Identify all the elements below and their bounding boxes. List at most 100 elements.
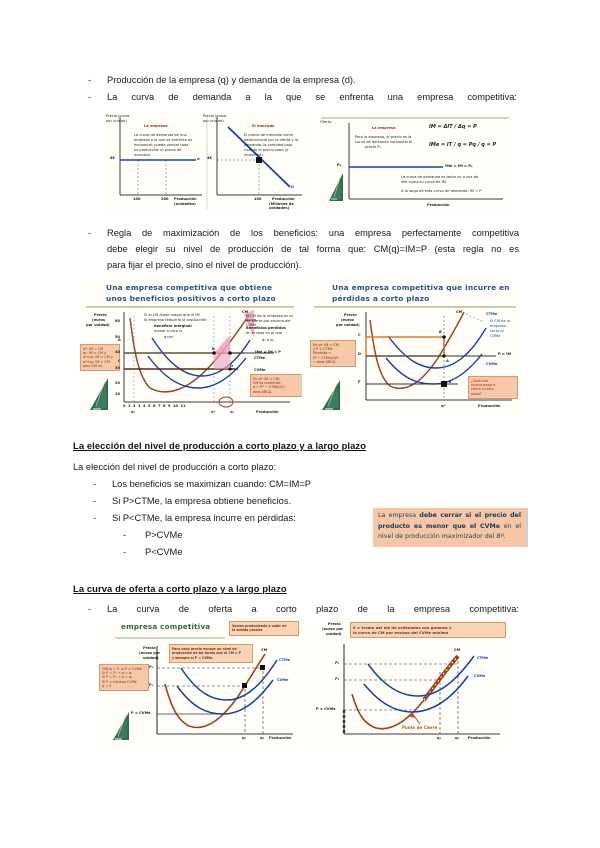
panel-a-title: La empresa <box>144 124 168 128</box>
losses-side-note-5: = área ABCD. <box>313 360 337 365</box>
panel-c-title: La empresa <box>372 126 396 130</box>
panel-b-body-1: El precio de mercado viene <box>244 133 293 137</box>
supply-side-note-3: Si P = P₂ → q = q₂ <box>102 675 133 680</box>
profit-slide-title-line-2: unos beneficios positivos a corto plazo <box>106 294 276 303</box>
panel-c-note-3: A lo largo de esta curva de demanda: IM … <box>401 189 482 193</box>
figure-demand-firm-market: Precio (euros por unidad) La empresa La … <box>104 111 310 213</box>
supply-segment-note-1: S = tramo del eje de ordenadas con guion… <box>353 625 452 630</box>
losses-side-note-3: Pérdidas = <box>313 351 332 356</box>
profit-bottom-note-3: π = P* − CTMe(q*) <box>253 385 285 390</box>
panel-b-body-4: cuando el precio sube (y <box>244 148 289 152</box>
panel-a-body-3: horizontal: puede vender toda <box>134 143 189 147</box>
profit-x-q2: q₂ <box>230 410 235 414</box>
panel-b-price-label: 4€ <box>207 156 213 160</box>
callout-line-1a: La empresa <box>378 512 420 519</box>
losses-right-note-1: ¿Continúa <box>471 378 489 383</box>
segment-label-cm: CM <box>454 648 461 652</box>
panel-c-note-2: IMe como su curva de IM. <box>401 180 447 184</box>
profit-label-cvme: CVMe <box>254 368 266 372</box>
profit-label-A: A <box>118 338 121 342</box>
losses-label-B: B <box>439 330 442 334</box>
profit-x-q1: q₁ <box>131 410 136 414</box>
segment-xaxis-label: Producción <box>468 736 491 740</box>
panel-a-xaxis-label-2: (unidades) <box>174 202 196 206</box>
supply-top-note-3: y siempre si P > CVMe. <box>172 655 214 660</box>
profit-top-note-4: menor a cero si <box>154 329 182 333</box>
bullet-text-3-line-1: Regla de maximización de los beneficios:… <box>107 228 519 238</box>
losses-xaxis-label: Producción <box>478 404 501 408</box>
panel-a-yaxis-label-1: Precio (euros <box>106 114 130 118</box>
bullet-text-6: Si P<CTMe, la empresa incurre en pérdida… <box>112 513 296 523</box>
profit-right-note-1: El CM de la empresa es su curva <box>246 314 294 323</box>
profit-right-note-2: de oferta por encima del CVMe <box>246 319 291 328</box>
panel-a-curve-label: d <box>197 157 200 161</box>
supply-label-ctme: CTMe <box>279 658 291 662</box>
panel-c-body-3: precio P₀ <box>365 145 381 149</box>
bullet-dash-9: - <box>88 604 92 614</box>
panel-c-formula-2: IMe = IT / q = Pq / q = P <box>429 142 497 148</box>
profit-ytick-4: 20 <box>115 381 121 385</box>
losses-yaxis-3: por unidad) <box>336 323 360 327</box>
profit-label-B: B <box>212 347 215 351</box>
panel-a-xaxis-label-1: Producción <box>174 197 197 201</box>
bullet-dash-6: - <box>93 513 97 523</box>
segment-x-q2: q₂ <box>455 736 460 740</box>
supply-yaxis-1: Precio <box>143 646 156 650</box>
bullet-text-3-line-2: debe elegir su nivel de producción de ta… <box>107 244 519 254</box>
profit-label-D: D <box>230 364 233 368</box>
profit-label-cm: CM <box>242 310 249 314</box>
panel-b-yaxis-label-1: Precio (euros <box>203 114 227 118</box>
bullet-text-1: Producción de la empresa (q) y demanda d… <box>107 75 356 85</box>
supply-label-cvme: CVMe <box>277 678 289 682</box>
panel-a-tick-2: 200 <box>161 197 169 201</box>
callout-line-4b: Bº <box>496 533 504 540</box>
losses-side-note-1: En q*: IM = CM <box>313 342 339 347</box>
figure-marginal-revenue: Oferta La empresa Para la empresa, el pr… <box>317 111 513 213</box>
panel-c-note-1: La curva de demanda es tanto su curva de <box>401 175 479 179</box>
profit-yaxis-2: (euros <box>92 318 106 322</box>
supply-side-note-1: CM(q) = P, si P > CVMe <box>102 666 142 671</box>
supply-top-note-1: Para cada precio escoge un nivel de <box>172 647 237 651</box>
supply-corner-note: Vamos produciendo a subir en la subida p… <box>229 621 299 636</box>
profit-bottom-note: En q*: IM = CM; CM es creciente; π = P* … <box>250 374 302 397</box>
panel-b-yaxis-label-2: por unidad) <box>203 119 224 123</box>
panel-a-body-5: mercado. <box>134 153 151 157</box>
losses-label-A: A <box>446 359 449 363</box>
panel-a-tick-1: 100 <box>133 197 141 201</box>
profit-ytick-2: 40 <box>115 350 121 354</box>
figure-supply-segment: S = tramo del eje de ordenadas con guion… <box>302 620 510 750</box>
losses-ctme-note-2: empresa <box>490 324 506 328</box>
losses-label-cvme: CVMe <box>486 362 498 366</box>
shutdown-rule-callout: La empresa debe cerrar si el precio del … <box>373 508 526 547</box>
profit-top-note-5: q>q* <box>164 335 174 339</box>
bullet-text-8: P<CVMe <box>145 547 183 557</box>
panel-a-body-2: empresa a la que se enfrenta es <box>134 138 193 142</box>
panel-a-body-1: La curva de demanda de una <box>134 133 187 137</box>
losses-slide-title-line-2: pérdidas a corto plazo <box>332 294 430 303</box>
supply-label-cm: CM <box>261 648 268 652</box>
profit-xaxis-label: Producción <box>256 410 279 414</box>
panel-c-corner-label: Oferta <box>320 120 332 124</box>
losses-label-C: C <box>358 333 361 337</box>
panel-c-curve-label: IMe = IM = P₀ <box>445 164 473 168</box>
panel-c-body-2: curva de demanda horizontal al <box>355 140 413 144</box>
bullet-text-3-line-3: para fijar el precio, sino el nivel de p… <box>107 260 302 270</box>
losses-right-note-4: plazo? <box>471 391 482 396</box>
losses-ctme-note-3: corta al <box>490 329 504 333</box>
supply-top-note-2: producción de tal forma que el CM = P <box>172 651 242 656</box>
supply-corner-note-2: la subida precios <box>232 628 263 633</box>
callout-line-4c: . <box>503 533 506 540</box>
profit-top-note-1: Si el CM fuese mayor que el IM <box>144 313 200 317</box>
losses-ctme-note-4: CVMe <box>490 334 501 338</box>
profit-ytick-3: 30 <box>115 366 121 370</box>
supply-xaxis-label: Producción <box>269 736 292 740</box>
supply-x-q1: q₁ <box>242 736 247 740</box>
panel-b-title: El mercado <box>252 124 275 128</box>
losses-side-note-4: (P − CTMe)(q*) <box>313 355 339 360</box>
profit-side-note-5: pero CM no <box>83 364 103 369</box>
profit-yaxis-1: Precio <box>94 313 107 317</box>
bullet-text-7: P>CVMe <box>145 530 183 540</box>
profit-right-note-4: en el caso en el que <box>246 331 283 335</box>
supply-side-note: CM(q) = P, si P > CVMe Si P = P₁ → q = q… <box>99 664 149 692</box>
segment-yaxis-2: (euros por <box>322 627 344 631</box>
